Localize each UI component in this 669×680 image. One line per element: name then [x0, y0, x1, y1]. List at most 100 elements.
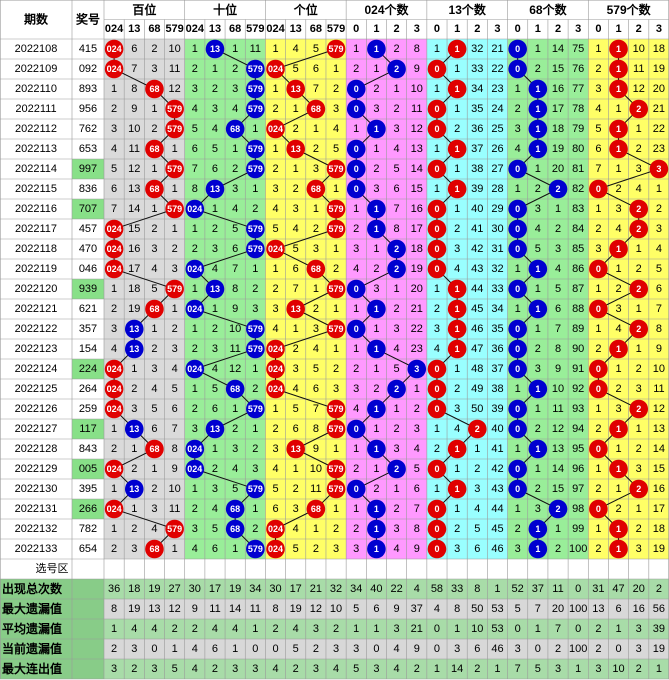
hit-ball	[205, 419, 225, 439]
hit-label: 1	[535, 104, 540, 114]
hit-ball	[427, 499, 447, 519]
omission: 2	[333, 83, 339, 95]
omission: 46	[491, 543, 503, 555]
omission: 3	[373, 183, 379, 195]
stat-value: 47	[612, 583, 624, 595]
hit-label: 1	[616, 244, 621, 254]
column-label: 13	[128, 23, 140, 35]
stat-value: 9	[192, 603, 198, 615]
number: 762	[79, 123, 97, 135]
omission: 5	[192, 123, 198, 135]
omission: 1	[434, 283, 440, 295]
stat-value: 37	[532, 583, 544, 595]
omission: 8	[232, 283, 238, 295]
hit-ball	[205, 39, 225, 59]
omission: 3	[333, 103, 339, 115]
hit-ball	[326, 459, 346, 479]
hit-label: 1	[535, 444, 540, 454]
hit-ball	[427, 399, 447, 419]
omission: 1	[151, 203, 157, 215]
hit-label: 1	[616, 544, 621, 554]
omission: 1	[394, 83, 400, 95]
omission: 3	[535, 503, 541, 515]
omission: 1	[373, 243, 379, 255]
hit-label: 0	[596, 264, 601, 274]
hit-label: 1	[374, 544, 379, 554]
omission: 1	[434, 143, 440, 155]
omission: 1	[272, 263, 278, 275]
stat-value: 12	[169, 603, 181, 615]
hit-label: 1	[455, 324, 460, 334]
omission: 4	[394, 543, 400, 555]
stat-value: 2	[293, 663, 299, 675]
omission: 1	[555, 203, 561, 215]
omission: 1	[272, 403, 278, 415]
stat-bg	[0, 579, 669, 599]
hit-label: 0	[515, 464, 520, 474]
omission: 1	[595, 43, 601, 55]
omission: 11	[653, 383, 664, 395]
omission: 4	[636, 183, 642, 195]
hit-ball	[346, 419, 366, 439]
omission: 1	[212, 303, 218, 315]
hit-ball	[367, 199, 386, 219]
omission: 2	[394, 503, 400, 515]
select-label: 选号区	[36, 562, 69, 575]
hit-ball	[246, 59, 265, 79]
omission: 3	[293, 363, 299, 375]
stat-value: 2	[333, 623, 339, 635]
stat-value: 5	[353, 603, 359, 615]
omission: 5	[111, 163, 117, 175]
omission: 2	[394, 423, 400, 435]
hit-label: 1	[374, 444, 379, 454]
issue: 2022115	[15, 183, 57, 195]
omission: 1	[192, 43, 198, 55]
hit-label: 0	[434, 464, 439, 474]
hit-ball	[367, 39, 386, 59]
hit-label: 13	[129, 344, 139, 354]
omission: 1	[373, 423, 379, 435]
hit-ball	[367, 339, 386, 359]
stat-value: 17	[290, 583, 302, 595]
hit-ball	[145, 79, 164, 99]
omission: 3	[232, 183, 238, 195]
omission: 1	[394, 403, 400, 415]
omission: 38	[491, 383, 503, 395]
column-label: 579	[246, 23, 264, 35]
trend-line	[194, 468, 256, 490]
omission: 3	[595, 83, 601, 95]
hit-ball	[367, 299, 386, 319]
hit-ball	[508, 359, 527, 379]
omission: 12	[411, 123, 423, 135]
column-label: 579	[327, 23, 345, 35]
hit-ball	[246, 479, 265, 499]
hit-ball	[326, 159, 346, 179]
column-label: 3	[575, 23, 581, 35]
pair-highlight	[72, 499, 104, 519]
hit-ball	[326, 419, 346, 439]
stat-value: 5	[535, 663, 541, 675]
stat-label-bg	[0, 579, 104, 599]
omission: 2	[394, 43, 400, 55]
hit-label: 1	[616, 44, 621, 54]
omission: 50	[471, 403, 483, 415]
omission: 2	[636, 143, 642, 155]
hit-label: 1	[374, 504, 379, 514]
hit-label: 1	[374, 124, 379, 134]
omission: 42	[491, 463, 503, 475]
omission: 4	[151, 263, 157, 275]
hit-label: 68	[149, 184, 159, 194]
omission: 4	[111, 343, 117, 355]
hit-label: 0	[354, 424, 359, 434]
stat-value: 0	[615, 643, 621, 655]
omission: 1	[595, 403, 601, 415]
omission: 19	[552, 143, 564, 155]
stat-bg	[0, 619, 669, 639]
omission: 17	[653, 503, 665, 515]
stat-value: 1	[172, 643, 178, 655]
hit-label: 1	[374, 304, 379, 314]
omission: 2	[333, 363, 339, 375]
hit-ball	[508, 319, 527, 339]
stat-label-bg	[0, 659, 104, 679]
omission: 5	[212, 143, 218, 155]
